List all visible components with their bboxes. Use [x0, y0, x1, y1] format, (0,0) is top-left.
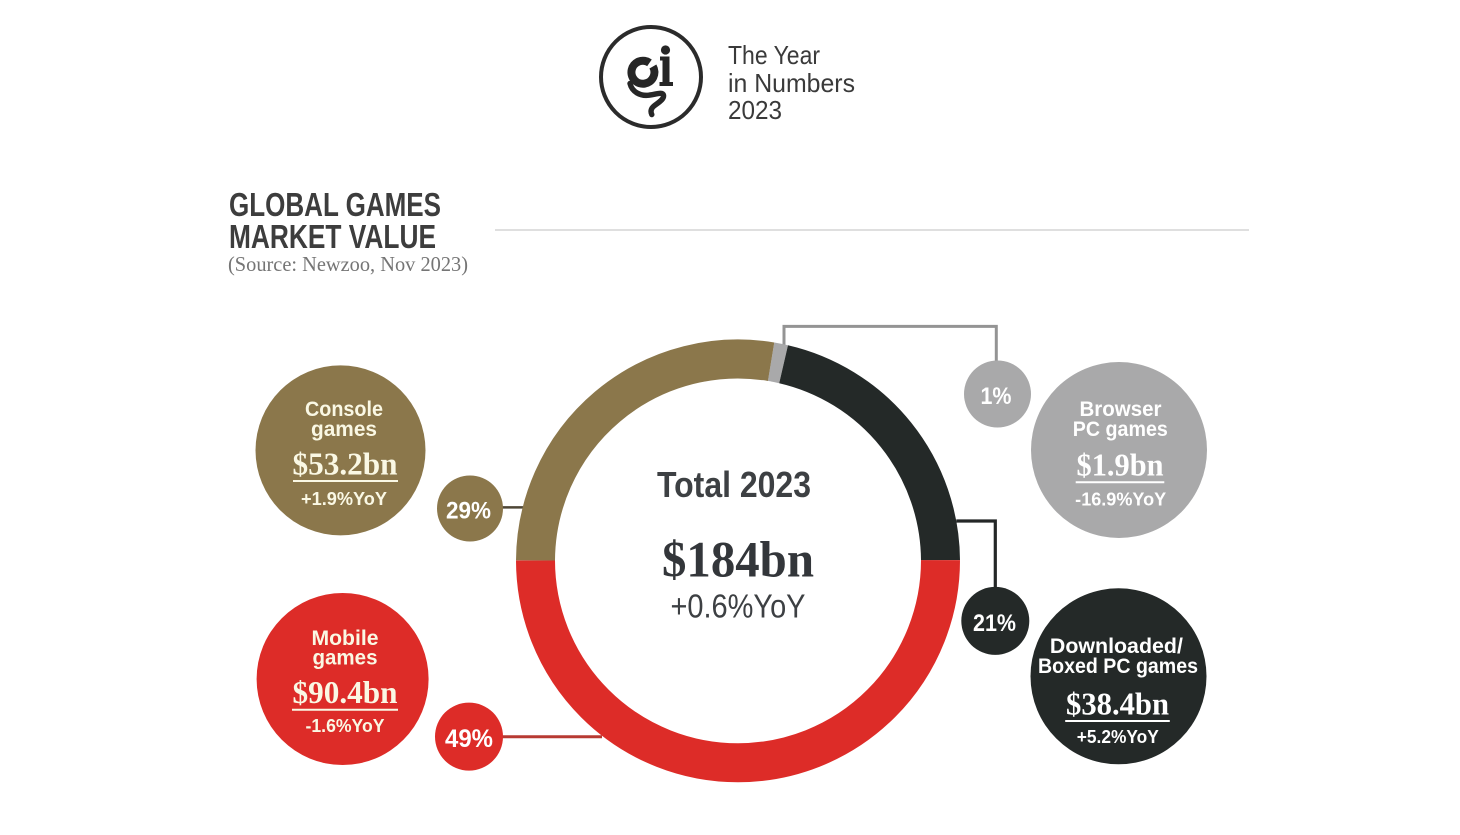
- svg-text:$1.9bn: $1.9bn: [1077, 446, 1164, 482]
- svg-text:Mobile: Mobile: [312, 627, 379, 650]
- svg-text:$53.2bn: $53.2bn: [293, 446, 398, 482]
- svg-text:1%: 1%: [981, 383, 1012, 410]
- svg-text:MARKET VALUE: MARKET VALUE: [229, 218, 436, 255]
- svg-text:Boxed PC games: Boxed PC games: [1038, 655, 1198, 678]
- svg-text:Browser: Browser: [1080, 398, 1162, 421]
- svg-text:2023: 2023: [728, 95, 782, 125]
- svg-text:-1.6%YoY: -1.6%YoY: [306, 716, 385, 736]
- svg-text:-16.9%YoY: -16.9%YoY: [1075, 489, 1166, 509]
- svg-text:$184bn: $184bn: [662, 532, 814, 588]
- svg-text:games: games: [311, 418, 377, 441]
- svg-text:+5.2%YoY: +5.2%YoY: [1077, 727, 1159, 747]
- svg-text:21%: 21%: [973, 610, 1016, 637]
- svg-text:+0.6%YoY: +0.6%YoY: [671, 587, 806, 624]
- svg-text:$38.4bn: $38.4bn: [1066, 686, 1169, 722]
- svg-text:GLOBAL GAMES: GLOBAL GAMES: [229, 186, 441, 223]
- svg-text:The Year: The Year: [728, 40, 820, 70]
- svg-text:$90.4bn: $90.4bn: [293, 674, 398, 710]
- svg-text:29%: 29%: [446, 498, 491, 525]
- svg-text:PC games: PC games: [1073, 418, 1168, 441]
- svg-text:Total 2023: Total 2023: [657, 464, 811, 505]
- svg-text:in Numbers: in Numbers: [728, 68, 855, 98]
- svg-text:Downloaded/: Downloaded/: [1050, 635, 1183, 658]
- svg-text:49%: 49%: [445, 725, 493, 753]
- svg-text:(Source: Newzoo, Nov 2023): (Source: Newzoo, Nov 2023): [228, 252, 468, 276]
- svg-text:Console: Console: [305, 398, 383, 421]
- svg-text:games: games: [313, 647, 378, 670]
- svg-text:+1.9%YoY: +1.9%YoY: [301, 489, 387, 509]
